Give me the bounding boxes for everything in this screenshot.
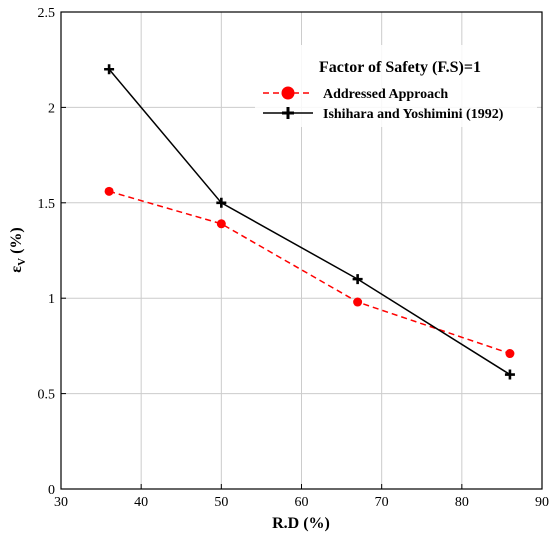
y-tick-label: 1.5 — [38, 197, 56, 212]
legend-label-addressed-approach: Addressed Approach — [323, 87, 448, 102]
legend-label-ishihara: Ishihara and Yoshimini (1992) — [323, 107, 504, 122]
legend-marker-addressed-approach — [281, 86, 295, 100]
x-axis-ticks: 30 40 50 60 70 80 90 — [54, 484, 549, 510]
data-point-ishihara — [216, 197, 227, 208]
y-axis-title-symbol: ε — [8, 266, 25, 273]
x-tick-label: 90 — [535, 495, 549, 510]
y-tick-label: 1 — [48, 292, 55, 307]
data-point-addressed-approach — [216, 219, 226, 229]
data-point-ishihara — [104, 64, 115, 75]
data-point-addressed-approach — [353, 297, 363, 307]
y-tick-label: 0 — [48, 483, 55, 498]
series-addressed-approach — [104, 186, 515, 359]
x-tick-label: 60 — [295, 495, 309, 510]
series-ishihara — [104, 64, 515, 380]
x-tick-label: 70 — [375, 495, 389, 510]
data-point-addressed-approach — [104, 186, 114, 196]
x-tick-label: 30 — [54, 495, 68, 510]
series-line-addressed-approach — [108, 190, 511, 355]
y-tick-label: 2.5 — [38, 6, 56, 21]
legend: Factor of Safety (F.S)=1 Addressed Appro… — [255, 45, 537, 127]
series-line-ishihara — [108, 68, 511, 376]
y-axis-title: εV (%) — [8, 227, 28, 272]
data-point-ishihara — [504, 369, 515, 380]
y-axis-title-subscript: V — [16, 258, 28, 266]
y-axis-title-unit: (%) — [8, 227, 25, 258]
y-axis-ticks: 0 0.5 1 1.5 2 2.5 — [38, 6, 66, 498]
x-tick-label: 80 — [455, 495, 469, 510]
y-tick-label: 2 — [48, 101, 55, 116]
x-tick-label: 40 — [134, 495, 148, 510]
data-point-addressed-approach — [505, 349, 515, 359]
legend-marker-ishihara — [282, 107, 294, 119]
x-axis-title: R.D (%) — [272, 515, 330, 532]
data-point-ishihara — [352, 274, 363, 285]
series-layer — [104, 64, 515, 380]
legend-title: Factor of Safety (F.S)=1 — [319, 59, 481, 76]
y-tick-label: 0.5 — [38, 388, 56, 403]
x-tick-label: 50 — [214, 495, 228, 510]
